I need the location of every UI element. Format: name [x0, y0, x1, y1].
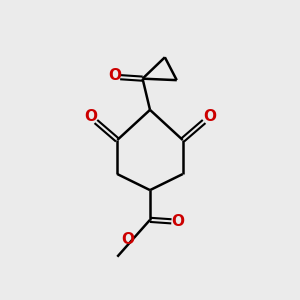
Text: O: O [203, 109, 216, 124]
Text: O: O [171, 214, 184, 229]
Text: O: O [121, 232, 134, 247]
Text: O: O [84, 109, 97, 124]
Text: O: O [108, 68, 121, 83]
